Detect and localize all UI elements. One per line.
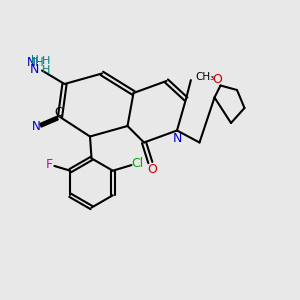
Text: N: N xyxy=(30,63,39,76)
Text: Cl: Cl xyxy=(131,157,143,170)
Text: N: N xyxy=(27,56,36,69)
Text: N: N xyxy=(172,131,182,145)
Text: H: H xyxy=(42,65,51,75)
Text: O: O xyxy=(147,163,157,176)
Text: F: F xyxy=(45,158,52,171)
Text: H: H xyxy=(31,55,38,65)
Text: O: O xyxy=(212,73,222,86)
Text: N: N xyxy=(32,120,40,133)
Text: H: H xyxy=(42,56,51,67)
Text: H: H xyxy=(34,56,43,69)
Text: CH₃: CH₃ xyxy=(195,71,214,82)
Text: C: C xyxy=(54,106,62,119)
